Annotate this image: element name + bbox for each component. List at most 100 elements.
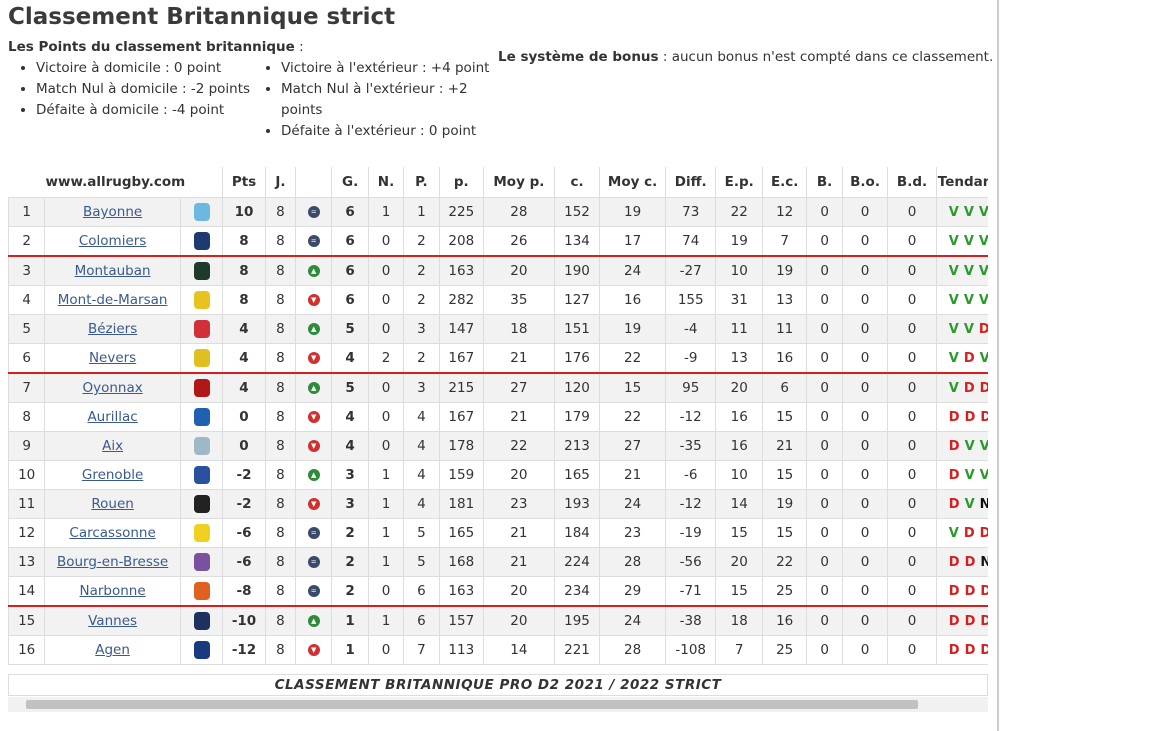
column-header: Tendance: [935, 167, 988, 198]
stat-cell: 8: [264, 605, 297, 636]
team-link[interactable]: Béziers: [87, 321, 138, 337]
team-link[interactable]: Grenoble: [81, 467, 144, 483]
trend-icon-cell: =: [295, 518, 333, 548]
logo-cell: [179, 226, 224, 257]
stat-cell: 165: [438, 518, 485, 548]
stat-cell: 22: [761, 547, 808, 577]
trend-icon-cell: ▼: [295, 285, 333, 315]
column-header: Diff.: [664, 167, 717, 198]
stat-cell: 0: [887, 547, 937, 577]
stat-cell: 4: [8, 285, 46, 315]
stat-cell: 20: [483, 605, 555, 636]
stat-cell: 0: [806, 605, 843, 636]
team-link[interactable]: Narbonne: [79, 583, 146, 599]
scroll-thumb[interactable]: [26, 700, 918, 709]
stat-cell: 8: [264, 285, 297, 315]
scrollbar[interactable]: [8, 697, 988, 712]
tendance-cell: VVVV: [935, 255, 988, 286]
stat-cell: 21: [483, 343, 555, 374]
stat-cell: 20: [715, 547, 763, 577]
stat-cell: 2: [403, 226, 440, 257]
team-link[interactable]: Rouen: [91, 496, 134, 512]
stat-cell: 13: [761, 285, 808, 315]
stat-cell: 22: [483, 431, 555, 461]
stat-cell: 163: [438, 576, 485, 607]
team-link[interactable]: Colomiers: [78, 233, 147, 249]
stat-cell: 14: [483, 635, 555, 665]
logo-cell: [179, 343, 224, 374]
tendance-result: V: [978, 293, 988, 308]
stat-cell: 27: [599, 431, 666, 461]
stat-cell: 3: [8, 255, 46, 286]
stat-cell: 16: [761, 343, 808, 374]
stat-cell: 2: [331, 518, 369, 548]
bonus: Le système de bonus : aucun bonus n'est …: [498, 49, 993, 65]
stat-cell: 0: [367, 226, 405, 257]
stat-cell: 0: [806, 576, 843, 607]
stat-cell: -12: [664, 489, 717, 519]
trend-icon-cell: ▼: [295, 343, 333, 374]
stat-cell: 11: [715, 314, 763, 344]
team-logo: [193, 495, 210, 513]
team-link[interactable]: Agen: [95, 642, 130, 658]
stat-cell: 13: [8, 547, 46, 577]
tendance-result: V: [964, 497, 975, 512]
stat-cell: 1: [367, 518, 405, 548]
stat-cell: 95: [664, 372, 717, 403]
stat-cell: 0: [806, 518, 843, 548]
team-link[interactable]: Nevers: [88, 350, 137, 366]
stat-cell: 1: [367, 197, 405, 227]
tendance-result: V: [978, 234, 988, 249]
points-list: Victoire à domicile : 0 pointMatch Nul à…: [16, 58, 272, 121]
stat-cell: 0: [367, 285, 405, 315]
team-link[interactable]: Vannes: [88, 613, 138, 629]
stat-cell: 6: [331, 255, 369, 286]
stat-cell: 20: [483, 255, 555, 286]
team-logo: [193, 553, 210, 571]
tendance-result: D: [963, 526, 975, 541]
trend-icon: =: [307, 556, 320, 568]
trend-icon-cell: =: [295, 547, 333, 577]
stat-cell: 19: [761, 489, 808, 519]
team-logo: [193, 203, 210, 221]
team-link[interactable]: Bayonne: [82, 204, 143, 220]
stat-cell: 181: [438, 489, 485, 519]
logo-cell: [179, 314, 224, 344]
team-link[interactable]: Aurillac: [87, 409, 138, 425]
team-link[interactable]: Bourg-en-Bresse: [56, 554, 169, 570]
stat-cell: 120: [553, 372, 601, 403]
trend-icon: ▼: [307, 440, 320, 452]
tendance-result: V: [964, 468, 975, 483]
tendance-result: D: [980, 643, 988, 658]
trend-icon-cell: =: [295, 576, 333, 607]
team-link[interactable]: Carcassonne: [69, 525, 156, 541]
stat-cell: 6: [403, 605, 440, 636]
stat-cell: 4: [222, 314, 266, 344]
stat-cell: 4: [403, 431, 440, 461]
column-header: B.d.: [887, 167, 937, 198]
team-link[interactable]: Oyonnax: [82, 380, 143, 396]
stat-cell: 3: [331, 460, 369, 490]
stat-cell: 8: [264, 197, 297, 227]
stat-cell: 4: [403, 460, 440, 490]
stat-cell: 127: [553, 285, 601, 315]
team-link[interactable]: Mont-de-Marsan: [57, 292, 168, 308]
stat-cell: 0: [841, 460, 889, 490]
content: Classement Britannique strict Les Points…: [0, 0, 999, 731]
stat-cell: 0: [806, 547, 843, 577]
tendance-cell: DDDV: [935, 576, 988, 607]
tendance-result: N: [980, 555, 988, 570]
team-link[interactable]: Montauban: [74, 263, 151, 279]
stat-cell: -6: [222, 518, 266, 548]
column-header: E.p.: [715, 167, 763, 198]
tendance-cell: DDDV: [935, 402, 988, 432]
stat-cell: 28: [483, 197, 555, 227]
intro-label: Les Points du classement britannique: [8, 39, 295, 55]
stat-cell: 0: [806, 402, 843, 432]
tendance-result: V: [963, 234, 974, 249]
column-header: Moy p.: [483, 167, 555, 198]
stat-cell: 15: [715, 576, 763, 607]
team-link[interactable]: Aix: [102, 438, 124, 454]
trend-icon: ▲: [307, 323, 320, 335]
